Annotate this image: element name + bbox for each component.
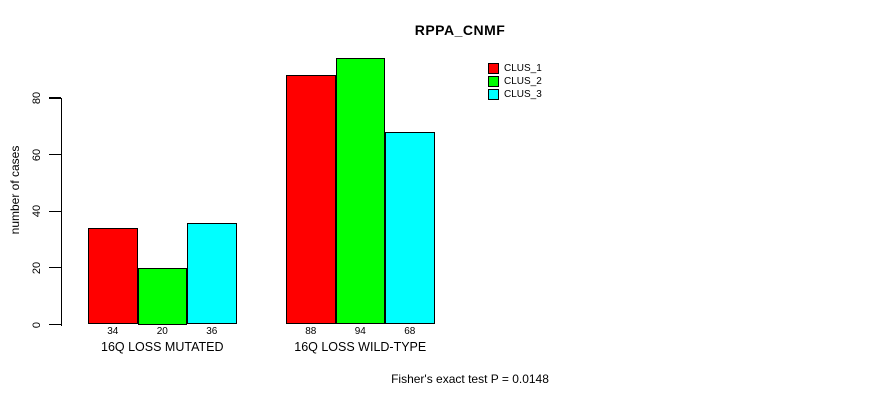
y-axis-tick-label: 40 [31, 205, 43, 218]
bar [335, 58, 385, 325]
y-axis-tick [49, 323, 61, 326]
category-label: 16Q LOSS WILD-TYPE [294, 340, 427, 354]
legend-item: CLUS_2 [488, 75, 542, 88]
legend-swatch [488, 76, 499, 87]
bar-value-label: 20 [156, 326, 168, 337]
y-axis-line [61, 98, 63, 326]
legend-label: CLUS_1 [504, 63, 542, 74]
bar-value-label: 36 [206, 326, 218, 337]
annotation-text: Fisher's exact test P = 0.0148 [391, 372, 549, 386]
chart-title: RPPA_CNMF [414, 22, 506, 38]
y-axis-tick [49, 154, 61, 156]
bar-value-label: 88 [305, 326, 317, 337]
category-label: 16Q LOSS MUTATED [101, 340, 224, 354]
legend-swatch [488, 89, 499, 100]
legend-label: CLUS_2 [504, 76, 542, 87]
legend-item: CLUS_3 [488, 88, 542, 101]
bar [286, 75, 336, 325]
y-axis-tick [49, 267, 61, 269]
legend-swatch [488, 63, 499, 74]
bar [385, 131, 435, 325]
y-axis-label: number of cases [8, 145, 22, 235]
bar [88, 228, 138, 325]
bar [137, 267, 187, 325]
y-axis-tick [49, 97, 61, 99]
y-axis-tick-label: 0 [31, 321, 43, 328]
bar-value-label: 68 [404, 326, 416, 337]
legend: CLUS_1 CLUS_2 CLUS_3 [488, 62, 542, 101]
legend-label: CLUS_3 [504, 89, 542, 100]
y-axis-tick-label: 20 [31, 261, 43, 274]
bar [187, 222, 237, 325]
y-axis-tick-label: 80 [31, 91, 43, 105]
y-axis-tick [49, 210, 61, 212]
y-axis-tick-label: 60 [31, 148, 43, 161]
bar-value-label: 94 [354, 326, 366, 337]
bar-value-label: 34 [107, 326, 119, 337]
legend-item: CLUS_1 [488, 62, 542, 75]
